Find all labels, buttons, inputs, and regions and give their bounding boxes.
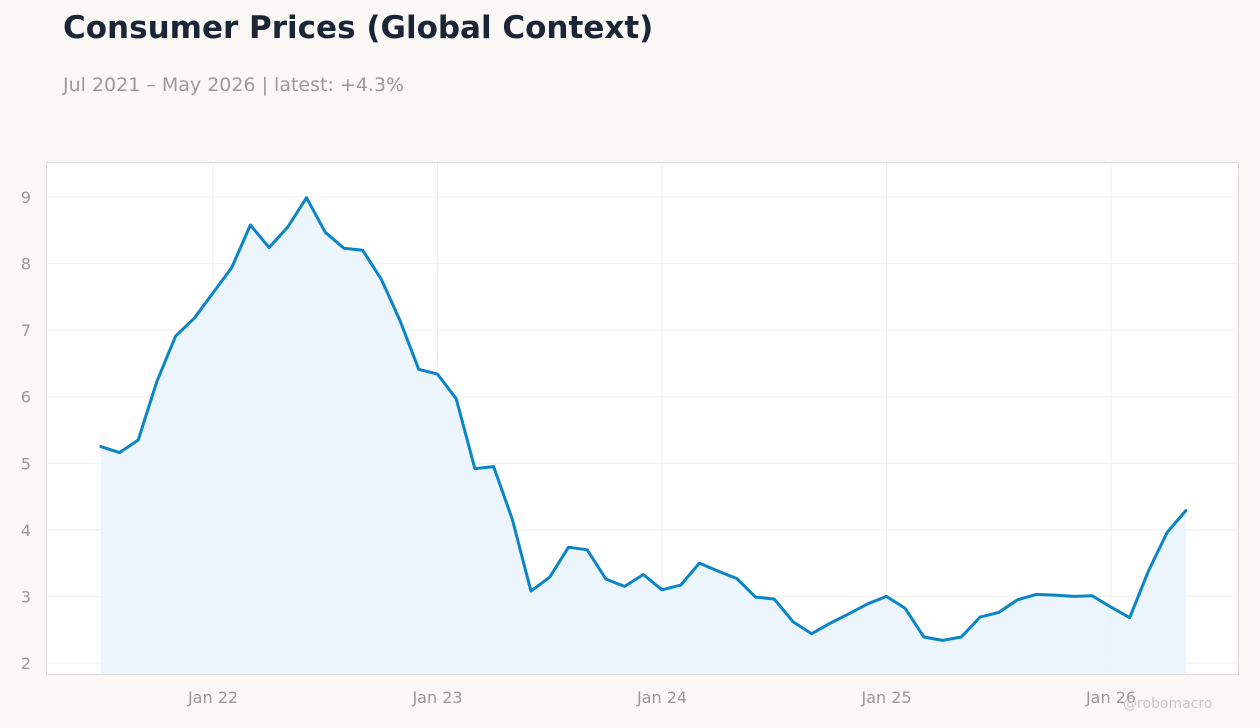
x-tick-label: Jan 23 [411, 688, 462, 707]
data-point [137, 439, 139, 441]
data-point [362, 249, 364, 251]
data-point [549, 576, 551, 578]
data-point [1054, 594, 1056, 596]
data-point [923, 636, 925, 638]
y-tick-label: 5 [21, 454, 31, 473]
x-tick-label: Jan 24 [636, 688, 687, 707]
data-point [324, 231, 326, 233]
data-point [998, 611, 1000, 613]
chart-subtitle: Jul 2021 – May 2026 | latest: +4.3% [63, 74, 405, 96]
y-axis: 2 3 4 5 6 7 8 9 [21, 188, 31, 673]
y-tick-label: 8 [21, 255, 31, 274]
data-point [754, 596, 756, 598]
data-point [960, 636, 962, 638]
x-tick-label: Jan 22 [187, 688, 238, 707]
data-point [100, 445, 102, 447]
data-point [511, 518, 513, 520]
data-point [455, 398, 457, 400]
data-point [492, 465, 494, 467]
data-point [1166, 531, 1168, 533]
data-point [212, 292, 214, 294]
data-point [530, 590, 532, 592]
data-point [829, 622, 831, 624]
x-tick-label: Jan 26 [1085, 688, 1136, 707]
chart-title: Consumer Prices (Global Context) [63, 10, 654, 46]
data-point [567, 546, 569, 548]
y-tick-label: 9 [21, 188, 31, 207]
y-tick-label: 3 [21, 587, 31, 606]
data-point [941, 639, 943, 641]
data-point [867, 603, 869, 605]
series-line [99, 196, 1188, 642]
data-point [717, 570, 719, 572]
data-point [642, 573, 644, 575]
data-point [287, 226, 289, 228]
data-point [249, 224, 251, 226]
data-point [848, 613, 850, 615]
data-point [979, 616, 981, 618]
data-point [885, 595, 887, 597]
y-tick-label: 2 [21, 654, 31, 673]
series-area [100, 197, 1186, 674]
data-point [1110, 606, 1112, 608]
data-point [904, 607, 906, 609]
data-point [773, 598, 775, 600]
watermark: @robomacro [1123, 696, 1213, 712]
data-point [623, 585, 625, 587]
data-point [399, 320, 401, 322]
data-point [1035, 593, 1037, 595]
data-point [174, 335, 176, 337]
data-point [305, 197, 307, 199]
data-point [792, 621, 794, 623]
data-point [436, 373, 438, 375]
data-point [736, 577, 738, 579]
data-point [474, 467, 476, 469]
data-point [1185, 509, 1187, 511]
data-point [268, 246, 270, 248]
data-point [156, 380, 158, 382]
area-layer [100, 197, 1186, 674]
data-point [1016, 599, 1018, 601]
y-tick-label: 6 [21, 388, 31, 407]
data-point [380, 278, 382, 280]
line-layer [99, 196, 1188, 642]
data-point [680, 584, 682, 586]
y-tick-label: 4 [21, 521, 31, 540]
data-point [1147, 570, 1149, 572]
data-point [418, 368, 420, 370]
data-point [1072, 595, 1074, 597]
data-point [343, 247, 345, 249]
data-point [118, 451, 120, 453]
data-point [1091, 595, 1093, 597]
data-point [698, 562, 700, 564]
data-point [193, 317, 195, 319]
data-point [605, 578, 607, 580]
x-tick-label: Jan 25 [860, 688, 911, 707]
data-point [811, 633, 813, 635]
y-tick-label: 7 [21, 321, 31, 340]
x-axis: Jan 22 Jan 23 Jan 24 Jan 25 Jan 26 [187, 688, 1136, 707]
data-point [586, 549, 588, 551]
data-point [231, 266, 233, 268]
data-point [1129, 617, 1131, 619]
data-point [661, 589, 663, 591]
